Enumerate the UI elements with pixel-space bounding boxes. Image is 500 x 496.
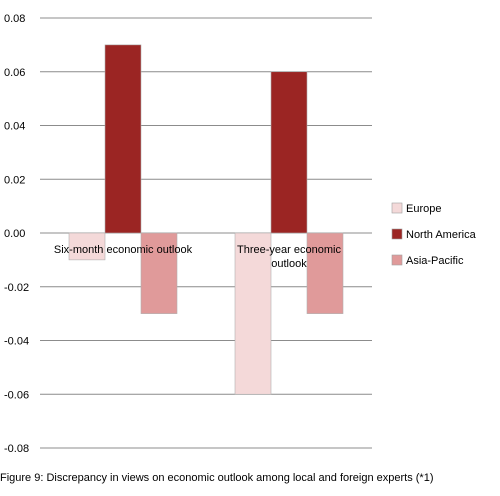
legend-label: Europe — [406, 203, 441, 215]
bar-europe — [68, 232, 106, 261]
legend-swatch — [391, 228, 403, 240]
y-tick-label: -0.02 — [4, 282, 29, 294]
y-tick-label: 0.06 — [4, 67, 25, 79]
category-label: Three-year economic outlook — [237, 244, 341, 270]
y-tick-label: 0.02 — [4, 174, 25, 186]
y-tick-label: -0.08 — [4, 443, 29, 455]
y-tick-label: 0.04 — [4, 121, 25, 133]
y-axis: 0.08 0.06 0.04 0.02 0.00 -0.02 -0.04 -0.06 -0.08 — [4, 13, 29, 455]
y-tick-label: -0.04 — [4, 336, 29, 348]
legend: Europe North America Asia-Pacific — [391, 202, 477, 267]
y-tick-label: 0.00 — [4, 228, 25, 240]
legend-swatch — [391, 202, 403, 214]
bar-europe — [234, 232, 272, 395]
y-tick-label: -0.06 — [4, 389, 29, 401]
bar-chart: 0.08 0.06 0.04 0.02 0.00 -0.02 -0.04 -0.06 -0.08… — [4, 13, 477, 455]
category-label: Six-month economic outlook — [54, 244, 193, 256]
bar-asia-pacific — [306, 232, 344, 314]
legend-label: Asia-Pacific — [406, 255, 464, 267]
y-tick-label: 0.08 — [4, 13, 25, 25]
figure-caption: Figure 9: Discrepancy in views on econom… — [0, 472, 434, 484]
bars — [68, 44, 344, 395]
legend-swatch — [391, 254, 403, 266]
legend-label: North America — [406, 229, 477, 241]
category-labels: Six-month economic outlook Three-year eco… — [54, 244, 342, 270]
bar-north-america — [270, 71, 308, 234]
bar-north-america — [104, 44, 142, 234]
bar-asia-pacific — [140, 232, 178, 314]
